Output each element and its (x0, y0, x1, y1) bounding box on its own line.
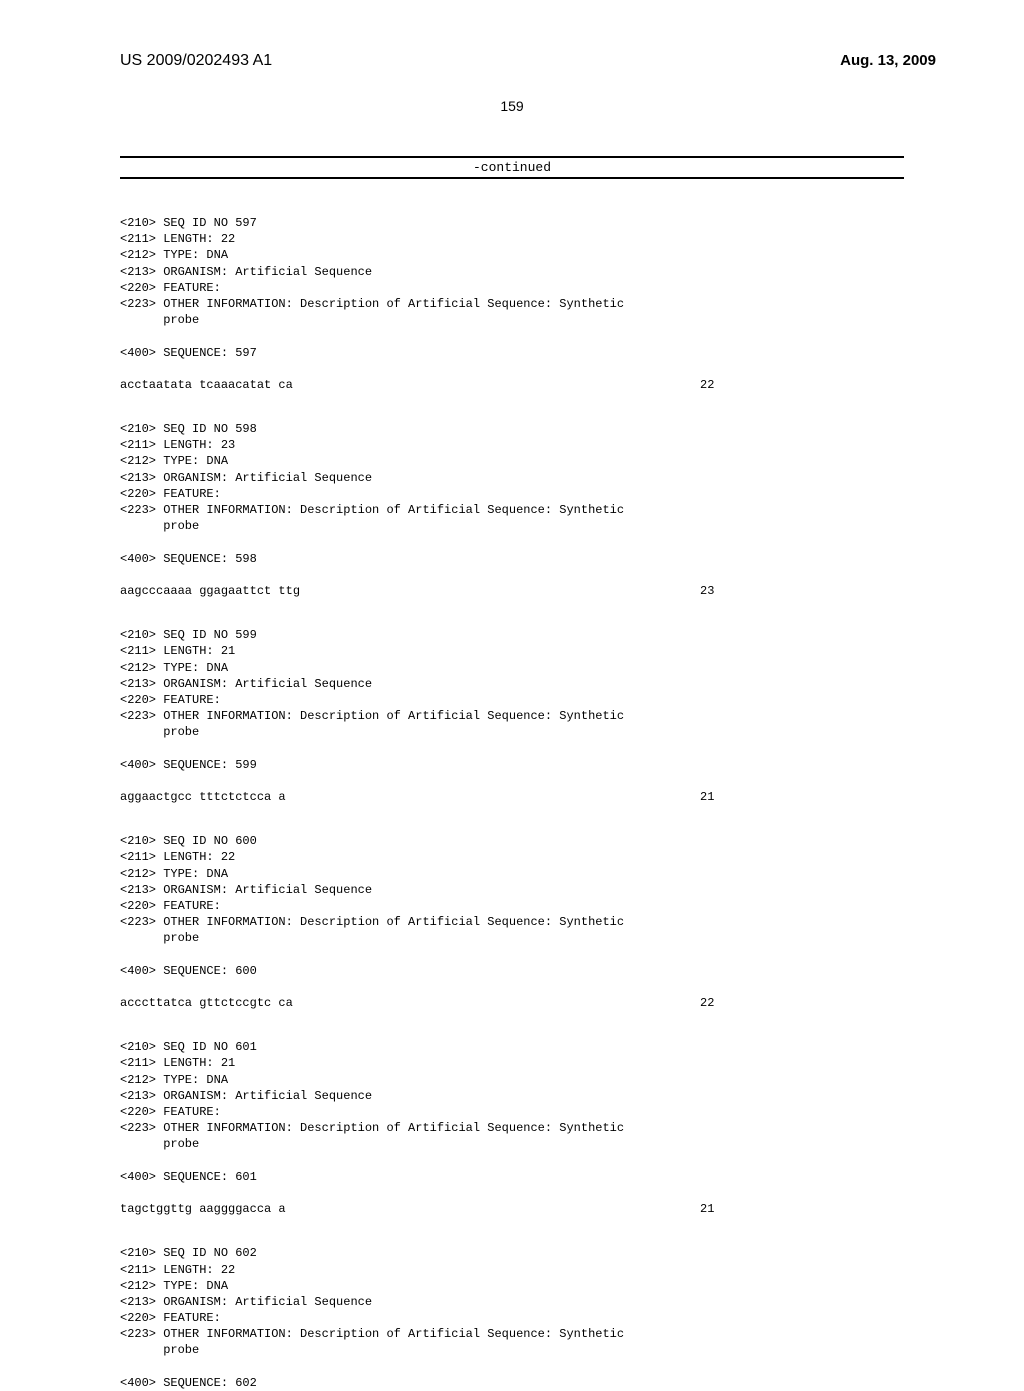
document-header: US 2009/0202493 A1 Aug. 13, 2009 (0, 0, 1024, 70)
seq-data: aggaactgcc tttctctcca a (120, 789, 700, 805)
seq-type-line: <212> TYPE: DNA (120, 453, 1024, 469)
publication-date: Aug. 13, 2009 (840, 52, 936, 70)
seq-feature-line: <220> FEATURE: (120, 1104, 1024, 1120)
seq-data-length: 21 (700, 1201, 714, 1217)
seq-data-length: 22 (700, 377, 714, 393)
continued-label: -continued (120, 158, 904, 177)
blank-line (120, 567, 1024, 583)
seq-feature-line: <220> FEATURE: (120, 1310, 1024, 1326)
seq-type-line: <212> TYPE: DNA (120, 866, 1024, 882)
seq-data-row: acccttatca gttctccgtc ca22 (120, 995, 1024, 1011)
seq-other-info-line: <223> OTHER INFORMATION: Description of … (120, 1120, 1024, 1136)
seq-data-length: 22 (700, 995, 714, 1011)
seq-other-info-cont: probe (120, 518, 1024, 534)
blank-line (120, 947, 1024, 963)
blank-line (120, 979, 1024, 995)
sequence-block: <210> SEQ ID NO 599<211> LENGTH: 21<212>… (120, 627, 1024, 805)
seq-sequence-label: <400> SEQUENCE: 597 (120, 345, 1024, 361)
blank-line (120, 1185, 1024, 1201)
seq-other-info-line: <223> OTHER INFORMATION: Description of … (120, 296, 1024, 312)
blank-line (120, 740, 1024, 756)
seq-type-line: <212> TYPE: DNA (120, 660, 1024, 676)
seq-other-info-cont: probe (120, 1136, 1024, 1152)
blank-line (120, 328, 1024, 344)
seq-length-line: <211> LENGTH: 22 (120, 231, 1024, 247)
seq-data: acccttatca gttctccgtc ca (120, 995, 700, 1011)
seq-other-info-line: <223> OTHER INFORMATION: Description of … (120, 1326, 1024, 1342)
seq-id-line: <210> SEQ ID NO 600 (120, 833, 1024, 849)
seq-sequence-label: <400> SEQUENCE: 602 (120, 1375, 1024, 1391)
seq-organism-line: <213> ORGANISM: Artificial Sequence (120, 882, 1024, 898)
sequence-block: <210> SEQ ID NO 601<211> LENGTH: 21<212>… (120, 1039, 1024, 1217)
continued-section: -continued (120, 156, 904, 179)
seq-type-line: <212> TYPE: DNA (120, 1278, 1024, 1294)
seq-id-line: <210> SEQ ID NO 599 (120, 627, 1024, 643)
sequence-block: <210> SEQ ID NO 602<211> LENGTH: 22<212>… (120, 1245, 1024, 1391)
seq-length-line: <211> LENGTH: 22 (120, 1262, 1024, 1278)
seq-organism-line: <213> ORGANISM: Artificial Sequence (120, 1294, 1024, 1310)
seq-sequence-label: <400> SEQUENCE: 600 (120, 963, 1024, 979)
sequence-block: <210> SEQ ID NO 597<211> LENGTH: 22<212>… (120, 215, 1024, 393)
seq-data: acctaatata tcaaacatat ca (120, 377, 700, 393)
seq-feature-line: <220> FEATURE: (120, 486, 1024, 502)
seq-length-line: <211> LENGTH: 23 (120, 437, 1024, 453)
seq-data-row: tagctggttg aaggggacca a21 (120, 1201, 1024, 1217)
page-number: 159 (0, 98, 1024, 114)
seq-feature-line: <220> FEATURE: (120, 898, 1024, 914)
seq-type-line: <212> TYPE: DNA (120, 1072, 1024, 1088)
seq-data: tagctggttg aaggggacca a (120, 1201, 700, 1217)
seq-length-line: <211> LENGTH: 21 (120, 1055, 1024, 1071)
seq-data-row: aggaactgcc tttctctcca a21 (120, 789, 1024, 805)
seq-organism-line: <213> ORGANISM: Artificial Sequence (120, 470, 1024, 486)
seq-other-info-cont: probe (120, 724, 1024, 740)
seq-other-info-cont: probe (120, 312, 1024, 328)
seq-id-line: <210> SEQ ID NO 598 (120, 421, 1024, 437)
blank-line (120, 773, 1024, 789)
seq-data-row: aagcccaaaa ggagaattct ttg23 (120, 583, 1024, 599)
seq-sequence-label: <400> SEQUENCE: 599 (120, 757, 1024, 773)
seq-feature-line: <220> FEATURE: (120, 280, 1024, 296)
seq-organism-line: <213> ORGANISM: Artificial Sequence (120, 264, 1024, 280)
rule-bottom (120, 177, 904, 179)
blank-line (120, 534, 1024, 550)
sequence-listing: <210> SEQ ID NO 597<211> LENGTH: 22<212>… (120, 215, 1024, 1391)
seq-organism-line: <213> ORGANISM: Artificial Sequence (120, 676, 1024, 692)
publication-number: US 2009/0202493 A1 (120, 52, 272, 70)
seq-data-length: 21 (700, 789, 714, 805)
seq-length-line: <211> LENGTH: 22 (120, 849, 1024, 865)
blank-line (120, 1359, 1024, 1375)
seq-id-line: <210> SEQ ID NO 602 (120, 1245, 1024, 1261)
seq-sequence-label: <400> SEQUENCE: 598 (120, 551, 1024, 567)
sequence-block: <210> SEQ ID NO 600<211> LENGTH: 22<212>… (120, 833, 1024, 1011)
seq-other-info-line: <223> OTHER INFORMATION: Description of … (120, 914, 1024, 930)
seq-data: aagcccaaaa ggagaattct ttg (120, 583, 700, 599)
seq-length-line: <211> LENGTH: 21 (120, 643, 1024, 659)
blank-line (120, 361, 1024, 377)
seq-data-length: 23 (700, 583, 714, 599)
sequence-block: <210> SEQ ID NO 598<211> LENGTH: 23<212>… (120, 421, 1024, 599)
blank-line (120, 1153, 1024, 1169)
seq-data-row: acctaatata tcaaacatat ca22 (120, 377, 1024, 393)
seq-sequence-label: <400> SEQUENCE: 601 (120, 1169, 1024, 1185)
seq-other-info-cont: probe (120, 1342, 1024, 1358)
seq-id-line: <210> SEQ ID NO 601 (120, 1039, 1024, 1055)
seq-feature-line: <220> FEATURE: (120, 692, 1024, 708)
seq-other-info-line: <223> OTHER INFORMATION: Description of … (120, 708, 1024, 724)
seq-other-info-cont: probe (120, 930, 1024, 946)
seq-id-line: <210> SEQ ID NO 597 (120, 215, 1024, 231)
seq-type-line: <212> TYPE: DNA (120, 247, 1024, 263)
seq-other-info-line: <223> OTHER INFORMATION: Description of … (120, 502, 1024, 518)
seq-organism-line: <213> ORGANISM: Artificial Sequence (120, 1088, 1024, 1104)
